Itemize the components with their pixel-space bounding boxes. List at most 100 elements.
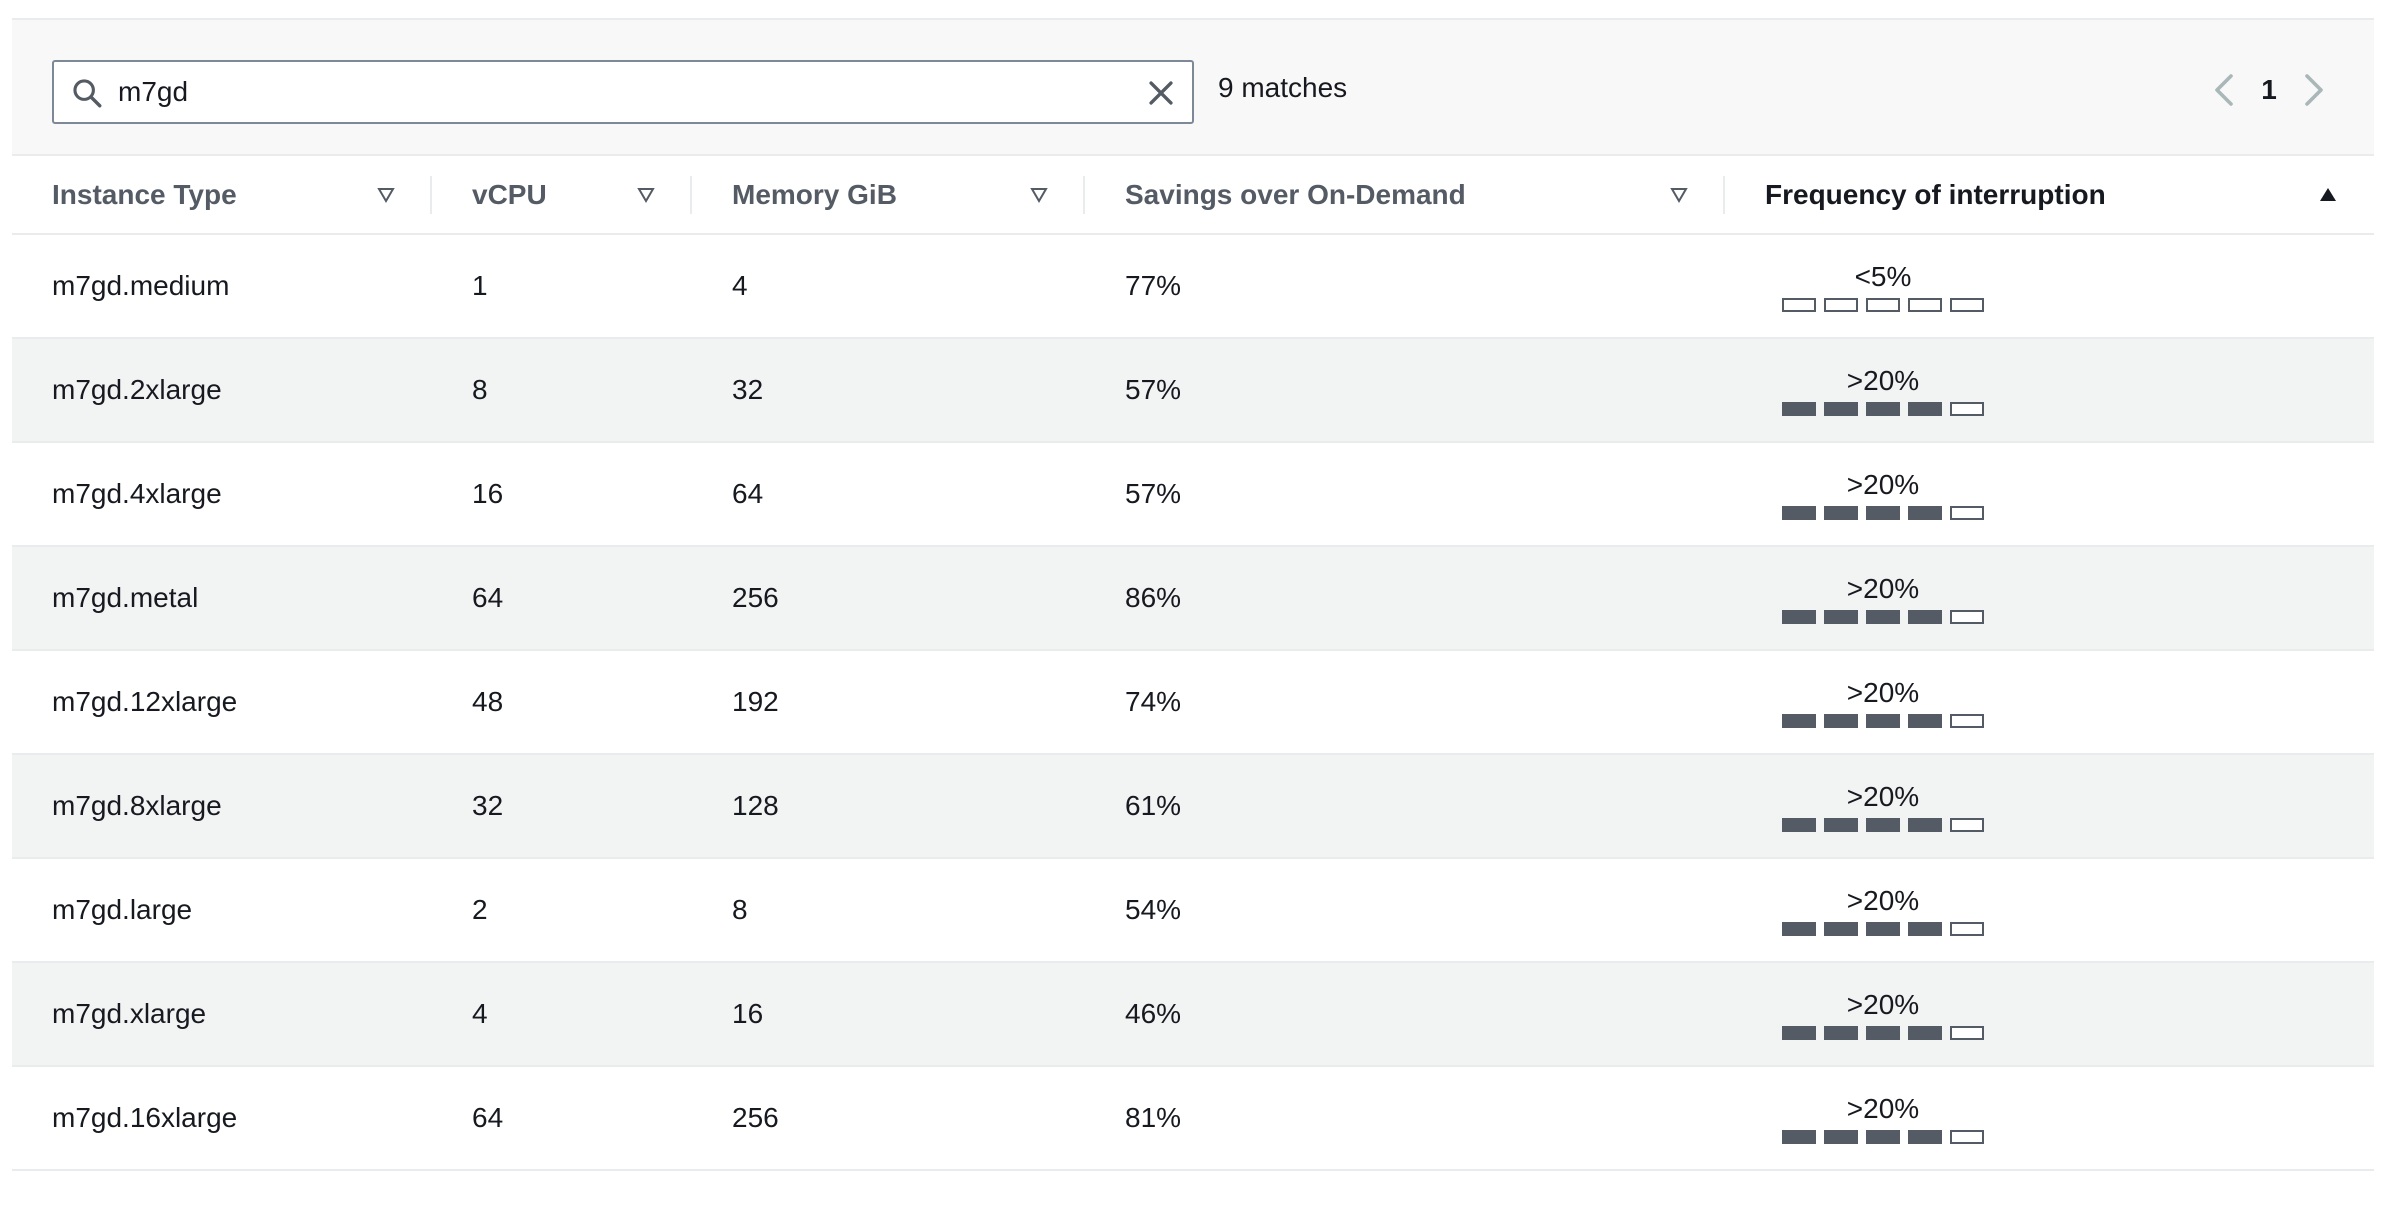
vcpu-cell: 16 xyxy=(432,442,692,547)
close-icon[interactable] xyxy=(1144,76,1178,110)
frequency-bar-filled xyxy=(1866,506,1900,520)
frequency-indicator: >20% xyxy=(1763,1092,2003,1144)
frequency-cell: >20% xyxy=(1725,858,2374,963)
frequency-cell: >20% xyxy=(1725,650,2374,755)
filter-triangle-icon[interactable] xyxy=(1029,185,1049,205)
search-input[interactable] xyxy=(118,70,1118,114)
savings-cell: 57% xyxy=(1085,338,1725,443)
frequency-bar-filled xyxy=(1782,402,1816,416)
frequency-bar-filled xyxy=(1866,818,1900,832)
instance-type-cell: m7gd.xlarge xyxy=(12,962,432,1067)
frequency-bar-filled xyxy=(1824,1026,1858,1040)
frequency-cell: >20% xyxy=(1725,442,2374,547)
instance-type-cell: m7gd.medium xyxy=(12,234,432,339)
frequency-bar-filled xyxy=(1782,1130,1816,1144)
table-row[interactable]: m7gd.8xlarge 32 128 61% >20% xyxy=(12,754,2374,859)
frequency-bar-filled xyxy=(1866,610,1900,624)
column-header-savings[interactable]: Savings over On-Demand xyxy=(1085,156,1725,235)
frequency-bar-empty xyxy=(1908,298,1942,312)
column-divider[interactable] xyxy=(1083,176,1085,214)
frequency-label: >20% xyxy=(1846,365,1920,396)
table-row[interactable]: m7gd.medium 1 4 77% <5% xyxy=(12,234,2374,339)
frequency-label: >20% xyxy=(1846,885,1920,916)
next-page-button[interactable] xyxy=(2294,68,2334,112)
column-divider[interactable] xyxy=(690,176,692,214)
frequency-bars xyxy=(1763,402,2003,416)
savings-cell: 86% xyxy=(1085,546,1725,651)
memory-cell: 8 xyxy=(692,858,1085,963)
table-row[interactable]: m7gd.xlarge 4 16 46% >20% xyxy=(12,962,2374,1067)
table-toolbar: 9 matches 1 xyxy=(12,20,2374,156)
filter-triangle-icon[interactable] xyxy=(636,185,656,205)
spot-instance-table-panel: 9 matches 1 Instance Type xyxy=(12,18,2374,1183)
frequency-cell: >20% xyxy=(1725,962,2374,1067)
frequency-bar-empty xyxy=(1782,298,1816,312)
frequency-bar-filled xyxy=(1908,610,1942,624)
column-header-frequency[interactable]: Frequency of interruption xyxy=(1725,156,2374,235)
frequency-indicator: >20% xyxy=(1763,572,2003,624)
table-row[interactable]: m7gd.4xlarge 16 64 57% >20% xyxy=(12,442,2374,547)
frequency-cell: >20% xyxy=(1725,1066,2374,1171)
column-header-instance-type[interactable]: Instance Type xyxy=(12,156,432,235)
frequency-indicator: >20% xyxy=(1763,780,2003,832)
table-row[interactable]: m7gd.2xlarge 8 32 57% >20% xyxy=(12,338,2374,443)
savings-cell: 61% xyxy=(1085,754,1725,859)
frequency-bar-empty xyxy=(1950,298,1984,312)
memory-cell: 192 xyxy=(692,650,1085,755)
table-header-row: Instance Type vCPU Memory GiB Savings ov… xyxy=(12,156,2374,235)
frequency-label: <5% xyxy=(1854,261,1912,292)
frequency-bar-empty xyxy=(1950,610,1984,624)
frequency-bar-filled xyxy=(1908,1130,1942,1144)
vcpu-cell: 2 xyxy=(432,858,692,963)
sort-ascending-icon[interactable] xyxy=(2318,185,2338,205)
vcpu-cell: 64 xyxy=(432,546,692,651)
filter-triangle-icon[interactable] xyxy=(376,185,396,205)
column-divider[interactable] xyxy=(1723,176,1725,214)
page-number-button[interactable]: 1 xyxy=(2261,74,2277,105)
frequency-bar-filled xyxy=(1866,402,1900,416)
instance-type-cell: m7gd.16xlarge xyxy=(12,1066,432,1171)
filter-triangle-icon[interactable] xyxy=(1669,185,1689,205)
pagination: 1 xyxy=(2204,68,2334,112)
memory-cell: 16 xyxy=(692,962,1085,1067)
frequency-bar-filled xyxy=(1782,506,1816,520)
column-divider[interactable] xyxy=(430,176,432,214)
frequency-bar-empty xyxy=(1950,714,1984,728)
frequency-indicator: >20% xyxy=(1763,364,2003,416)
vcpu-cell: 64 xyxy=(432,1066,692,1171)
column-header-vcpu[interactable]: vCPU xyxy=(432,156,692,235)
column-header-label: Memory GiB xyxy=(732,178,897,210)
vcpu-cell: 32 xyxy=(432,754,692,859)
search-field[interactable] xyxy=(52,60,1194,124)
table-row[interactable]: m7gd.12xlarge 48 192 74% >20% xyxy=(12,650,2374,755)
frequency-bar-filled xyxy=(1824,1130,1858,1144)
memory-cell: 4 xyxy=(692,234,1085,339)
frequency-bar-filled xyxy=(1908,818,1942,832)
frequency-cell: <5% xyxy=(1725,234,2374,339)
table-row[interactable]: m7gd.large 2 8 54% >20% xyxy=(12,858,2374,963)
column-header-memory[interactable]: Memory GiB xyxy=(692,156,1085,235)
frequency-bar-filled xyxy=(1908,714,1942,728)
frequency-indicator: >20% xyxy=(1763,884,2003,936)
instance-type-cell: m7gd.8xlarge xyxy=(12,754,432,859)
savings-cell: 81% xyxy=(1085,1066,1725,1171)
frequency-label: >20% xyxy=(1846,469,1920,500)
frequency-bar-filled xyxy=(1908,922,1942,936)
previous-page-button[interactable] xyxy=(2204,68,2244,112)
frequency-bar-empty xyxy=(1950,506,1984,520)
memory-cell: 64 xyxy=(692,442,1085,547)
frequency-bar-filled xyxy=(1782,1026,1816,1040)
frequency-cell: >20% xyxy=(1725,546,2374,651)
frequency-label: >20% xyxy=(1846,781,1920,812)
instance-type-cell: m7gd.4xlarge xyxy=(12,442,432,547)
frequency-bar-filled xyxy=(1824,818,1858,832)
frequency-bar-filled xyxy=(1824,506,1858,520)
table-row[interactable]: m7gd.metal 64 256 86% >20% xyxy=(12,546,2374,651)
frequency-bar-filled xyxy=(1866,714,1900,728)
vcpu-cell: 1 xyxy=(432,234,692,339)
frequency-bar-filled xyxy=(1866,922,1900,936)
column-header-label: Instance Type xyxy=(52,178,237,210)
table-row[interactable]: m7gd.16xlarge 64 256 81% >20% xyxy=(12,1066,2374,1171)
frequency-cell: >20% xyxy=(1725,754,2374,859)
frequency-bar-empty xyxy=(1950,402,1984,416)
